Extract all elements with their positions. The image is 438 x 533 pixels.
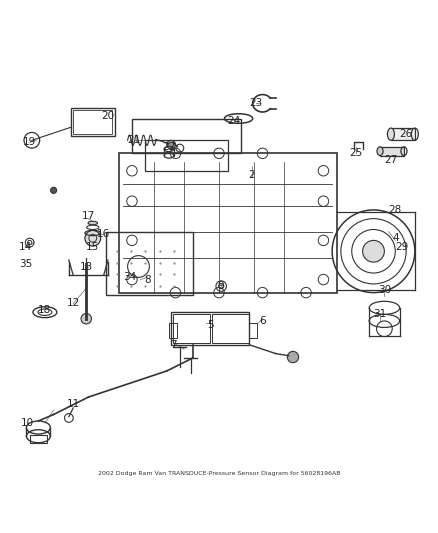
Text: 5: 5 xyxy=(207,320,214,330)
Text: 16: 16 xyxy=(97,229,110,239)
Ellipse shape xyxy=(388,128,394,140)
Text: 2002 Dodge Ram Van TRANSDUCE-Pressure Sensor Diagram for 56028196AB: 2002 Dodge Ram Van TRANSDUCE-Pressure Se… xyxy=(98,471,340,476)
Bar xyxy=(119,154,336,293)
Text: 13: 13 xyxy=(80,262,93,271)
Bar xyxy=(380,147,404,156)
Text: 28: 28 xyxy=(389,205,402,215)
Text: 11: 11 xyxy=(67,399,80,409)
Circle shape xyxy=(85,230,101,246)
Text: 10: 10 xyxy=(21,418,34,428)
Text: 18: 18 xyxy=(38,305,52,315)
Circle shape xyxy=(167,140,176,149)
Bar xyxy=(73,110,113,134)
Text: 27: 27 xyxy=(384,155,398,165)
Text: 26: 26 xyxy=(399,129,413,139)
Text: 34: 34 xyxy=(123,272,136,282)
Text: 2: 2 xyxy=(248,170,255,180)
Text: 17: 17 xyxy=(82,212,95,221)
Text: 31: 31 xyxy=(374,309,387,319)
Circle shape xyxy=(81,313,92,324)
Ellipse shape xyxy=(377,147,383,156)
Bar xyxy=(171,312,250,345)
Circle shape xyxy=(287,351,299,362)
Text: 7: 7 xyxy=(170,340,177,350)
Text: 30: 30 xyxy=(378,286,391,295)
Bar xyxy=(169,323,177,338)
Bar xyxy=(391,128,415,140)
Text: 21: 21 xyxy=(127,135,141,146)
Bar xyxy=(30,435,47,443)
Text: 6: 6 xyxy=(259,316,266,326)
Text: 22: 22 xyxy=(162,142,176,152)
Text: 29: 29 xyxy=(395,242,408,252)
Bar xyxy=(132,118,241,154)
Bar xyxy=(71,108,115,136)
Text: 12: 12 xyxy=(67,298,80,309)
Bar xyxy=(173,314,210,343)
Ellipse shape xyxy=(88,221,98,225)
Circle shape xyxy=(50,187,57,193)
Text: 9: 9 xyxy=(218,281,225,291)
Text: 19: 19 xyxy=(23,138,36,148)
Text: 23: 23 xyxy=(249,98,263,108)
Text: 20: 20 xyxy=(102,111,115,122)
Bar xyxy=(145,140,228,171)
Text: 4: 4 xyxy=(392,233,399,243)
Bar xyxy=(212,314,250,343)
Text: 14: 14 xyxy=(19,242,32,252)
Circle shape xyxy=(363,240,385,262)
Text: 25: 25 xyxy=(350,148,363,158)
Text: 15: 15 xyxy=(86,242,99,252)
Bar xyxy=(250,323,257,338)
Text: 24: 24 xyxy=(228,116,241,126)
Text: 35: 35 xyxy=(19,260,32,269)
Bar xyxy=(106,232,193,295)
Text: 8: 8 xyxy=(144,274,151,285)
